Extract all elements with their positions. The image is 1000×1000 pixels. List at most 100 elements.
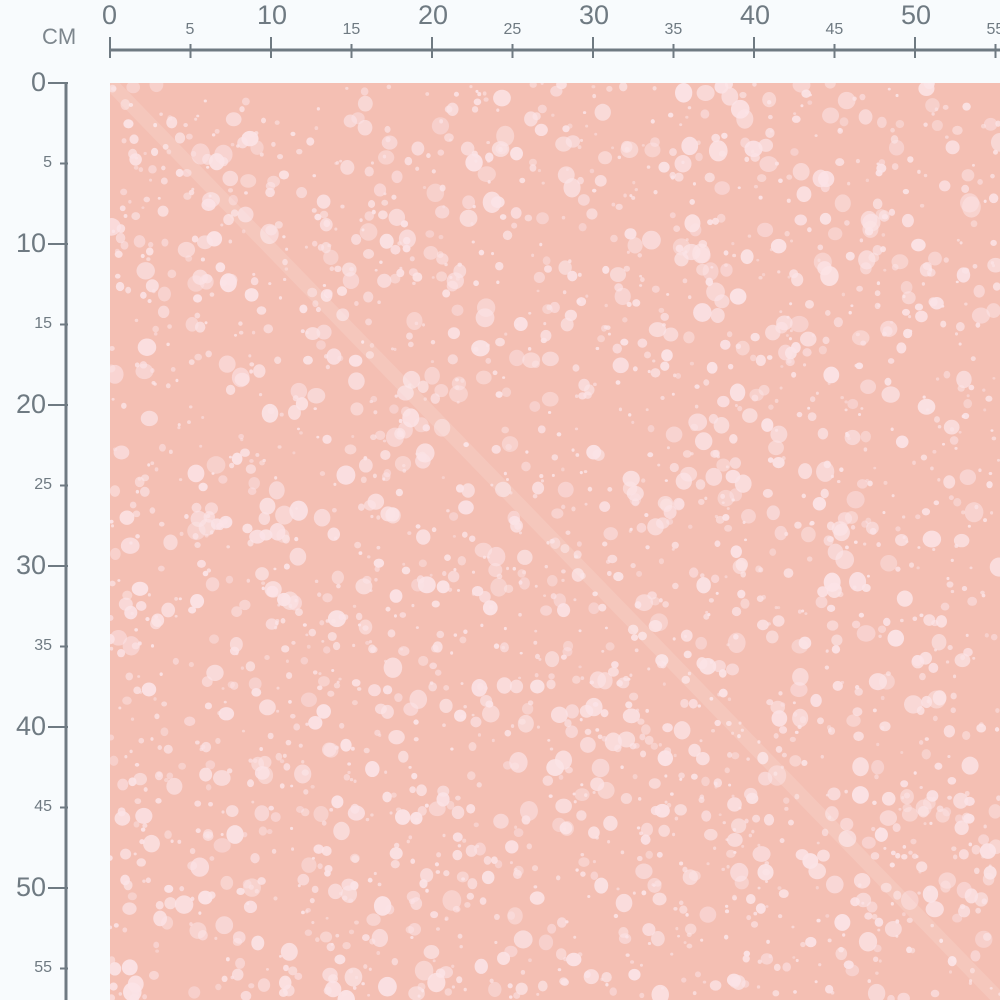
dot (247, 487, 257, 496)
dot (431, 527, 437, 533)
dot (880, 555, 898, 572)
dot (863, 447, 868, 452)
dot (633, 742, 640, 749)
dot (123, 119, 134, 129)
dot (261, 586, 265, 591)
dot (312, 300, 319, 308)
dot (580, 736, 596, 753)
dot (367, 555, 371, 559)
dot (719, 339, 731, 350)
dot (724, 904, 729, 908)
dot (357, 95, 373, 112)
dot (995, 708, 1000, 713)
dot (350, 803, 360, 814)
dot (961, 585, 968, 592)
dot (203, 99, 207, 103)
dot (757, 959, 762, 964)
dot (398, 750, 409, 763)
dot (251, 935, 265, 951)
dot (167, 269, 177, 279)
dot (838, 586, 842, 590)
dot (377, 882, 382, 887)
dot (934, 107, 939, 112)
dot (166, 342, 170, 347)
dot (469, 85, 473, 89)
dot (446, 102, 459, 116)
dot (757, 886, 761, 890)
dot (561, 569, 566, 574)
dot (779, 838, 785, 844)
dot (786, 174, 793, 180)
dot (772, 457, 785, 469)
top-tick-label: 40 (740, 0, 771, 30)
dot (214, 936, 218, 940)
dot (990, 511, 994, 515)
dot (550, 706, 568, 724)
dot (215, 916, 234, 935)
dot (174, 614, 178, 618)
dot (387, 629, 396, 638)
dot (953, 533, 970, 548)
dot (860, 379, 877, 395)
dot (876, 742, 880, 747)
dot (339, 159, 343, 163)
dot (162, 143, 169, 150)
dot (408, 765, 412, 769)
dot (275, 752, 283, 761)
dot (721, 867, 725, 871)
dot (490, 856, 498, 865)
dot (871, 826, 876, 832)
dot (752, 814, 761, 823)
dot (514, 825, 518, 830)
dot (555, 136, 573, 152)
dot (750, 354, 757, 362)
dot (580, 871, 586, 877)
dot (442, 723, 446, 727)
dot (482, 191, 502, 213)
dot (161, 165, 166, 171)
dot (912, 460, 916, 465)
dot (289, 547, 307, 566)
dot (386, 84, 392, 90)
dot (229, 462, 235, 469)
dot (737, 405, 743, 412)
dot (530, 679, 545, 694)
dot (666, 446, 670, 450)
dot (726, 507, 730, 510)
dot (548, 794, 553, 798)
dot (439, 184, 446, 192)
dot (571, 448, 575, 452)
dot (701, 810, 712, 822)
dot (170, 839, 174, 843)
dot (931, 634, 947, 651)
dot (821, 828, 829, 837)
dot (991, 436, 997, 441)
dot (503, 584, 514, 593)
dot (319, 620, 325, 626)
dot (771, 710, 788, 727)
dot (978, 834, 990, 845)
dot (261, 403, 279, 423)
dot (389, 811, 393, 815)
dot (369, 399, 374, 404)
dot (842, 933, 846, 937)
dot (664, 774, 668, 778)
dot (321, 742, 337, 757)
dot (389, 404, 399, 414)
dot (317, 863, 323, 870)
dot (873, 466, 877, 470)
dot (744, 156, 750, 162)
dot (660, 361, 670, 371)
dot (672, 832, 676, 837)
dot (931, 796, 937, 802)
dot (124, 755, 128, 759)
dot (111, 397, 115, 401)
dot (341, 878, 356, 891)
dot (696, 263, 709, 276)
dot (241, 229, 246, 234)
dot (837, 91, 856, 110)
dot (591, 188, 597, 193)
dot (626, 250, 630, 254)
dot (578, 629, 582, 633)
dot (325, 619, 330, 623)
